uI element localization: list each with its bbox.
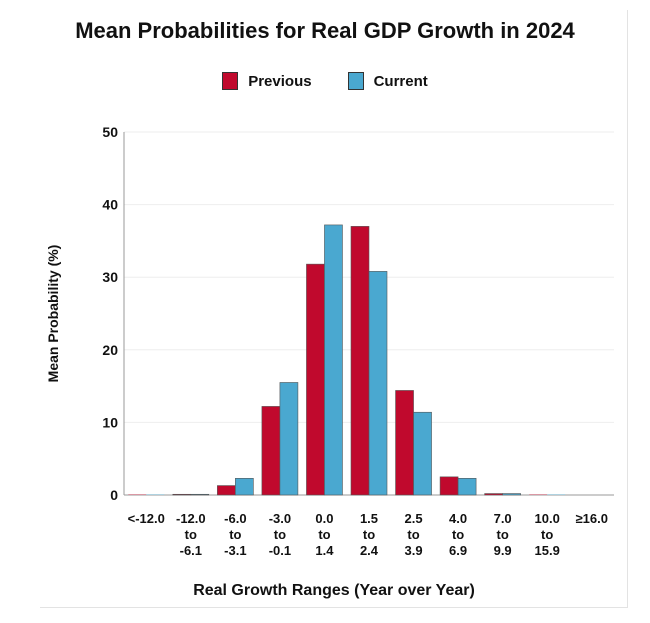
y-tick-label: 0 bbox=[110, 487, 118, 503]
x-tick-label: to bbox=[363, 527, 375, 542]
bar-current bbox=[457, 478, 477, 496]
x-tick-label: to bbox=[407, 527, 419, 542]
x-tick-label: 2.4 bbox=[360, 543, 379, 558]
x-tick-label: -3.0 bbox=[269, 511, 291, 526]
x-tick-label: to bbox=[318, 527, 330, 542]
bar-previous bbox=[217, 485, 236, 496]
legend-item-current: Current bbox=[347, 72, 428, 90]
x-tick-label: 10.0 bbox=[535, 511, 560, 526]
legend-label-previous: Previous bbox=[248, 72, 312, 90]
bar-previous bbox=[395, 390, 414, 496]
x-tick-label: to bbox=[541, 527, 553, 542]
bar-current bbox=[279, 382, 299, 496]
bar-current bbox=[324, 224, 343, 496]
bar-previous bbox=[350, 226, 370, 496]
x-tick-label: ≥16.0 bbox=[576, 511, 608, 526]
legend-label-current: Current bbox=[373, 72, 428, 90]
x-tick-label: -12.0 bbox=[176, 511, 206, 526]
x-axis-label: Real Growth Ranges (Year over Year) bbox=[193, 582, 475, 599]
x-tick-label: to bbox=[274, 527, 286, 542]
y-tick-label: 50 bbox=[102, 124, 118, 140]
x-tick-label: to bbox=[185, 527, 197, 542]
x-tick-label: 4.0 bbox=[449, 511, 467, 526]
chart-title: Mean Probabilities for Real GDP Growth i… bbox=[75, 18, 575, 43]
x-tick-label: 15.9 bbox=[535, 543, 560, 558]
chart-frame bbox=[40, 10, 628, 608]
chart-legend: Previous Current bbox=[0, 72, 650, 90]
bar-current bbox=[190, 493, 210, 496]
x-tick-label: 0.0 bbox=[315, 511, 333, 526]
x-tick-label: 1.4 bbox=[315, 543, 334, 558]
bar-current bbox=[413, 411, 432, 496]
bar-previous bbox=[306, 263, 325, 496]
x-tick-label: 2.5 bbox=[405, 511, 423, 526]
y-tick-label: 10 bbox=[102, 414, 118, 430]
x-tick-label: -6.1 bbox=[180, 543, 202, 558]
bar-previous bbox=[439, 476, 459, 496]
x-tick-label: 1.5 bbox=[360, 511, 378, 526]
x-tick-label: to bbox=[496, 527, 508, 542]
x-tick-label: to bbox=[452, 527, 464, 542]
x-tick-label: 6.9 bbox=[449, 543, 467, 558]
bar-current bbox=[368, 271, 388, 496]
x-tick-label: -0.1 bbox=[269, 543, 291, 558]
x-tick-label: 9.9 bbox=[494, 543, 512, 558]
bar-current bbox=[502, 493, 521, 496]
legend-swatch-previous bbox=[222, 72, 239, 90]
bar-current bbox=[235, 478, 254, 496]
x-tick-label: -6.0 bbox=[224, 511, 246, 526]
y-axis-label: Mean Probability (%) bbox=[45, 245, 61, 383]
y-tick-label: 20 bbox=[102, 342, 118, 358]
x-tick-label: 7.0 bbox=[494, 511, 512, 526]
x-tick-label: to bbox=[229, 527, 241, 542]
bar-previous bbox=[261, 406, 281, 496]
x-tick-label: -3.1 bbox=[224, 543, 246, 558]
x-tick-label: <-12.0 bbox=[128, 511, 165, 526]
bar-previous bbox=[484, 493, 503, 496]
y-tick-label: 30 bbox=[102, 269, 118, 285]
bar-previous bbox=[172, 493, 192, 496]
x-tick-label: 3.9 bbox=[405, 543, 423, 558]
legend-item-previous: Previous bbox=[222, 72, 312, 90]
y-tick-label: 40 bbox=[102, 197, 118, 213]
legend-swatch-current bbox=[347, 72, 364, 90]
